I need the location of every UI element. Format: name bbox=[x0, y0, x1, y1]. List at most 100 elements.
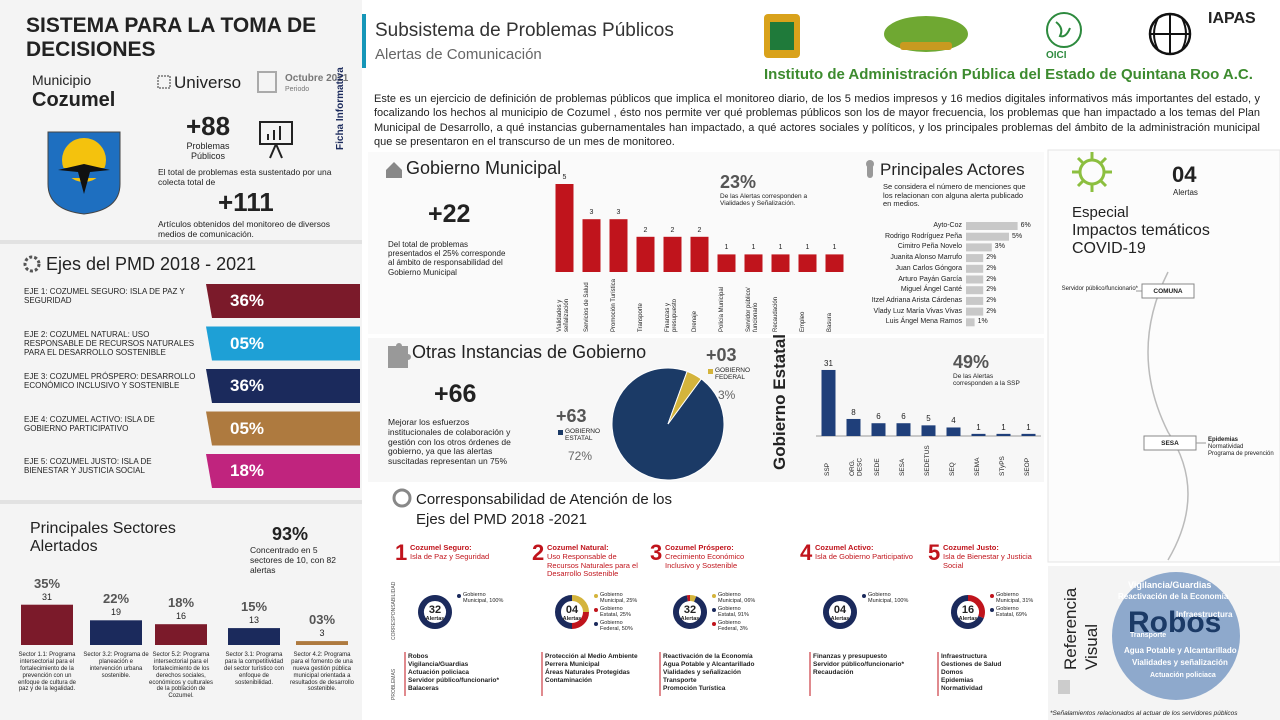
problem-item: Reactivación de la Economía bbox=[663, 653, 753, 660]
municipal-title: Gobierno Municipal bbox=[406, 158, 562, 178]
actores-note: Se considera el número de menciones que … bbox=[883, 182, 1026, 209]
separator bbox=[0, 240, 362, 244]
share-label: Gobierno Municipal, 25% bbox=[600, 592, 638, 605]
logo bbox=[770, 22, 794, 50]
x-tick-label: SESA bbox=[898, 458, 906, 476]
pie-total: +03 bbox=[706, 345, 737, 365]
legend-dot bbox=[594, 608, 598, 612]
estatal-title: Gobierno Estatal bbox=[770, 333, 789, 470]
diagram-item: Normatividad bbox=[1208, 444, 1244, 450]
eje-value: 05% bbox=[230, 418, 265, 438]
sector-count: 19 bbox=[110, 607, 121, 618]
word-cloud bbox=[1112, 572, 1240, 700]
bar-value: 4 bbox=[951, 416, 956, 426]
actor-name: Juan Carlos Góngora bbox=[895, 264, 962, 272]
x-tick-label: Servidor público/ funcionario bbox=[745, 287, 759, 332]
bar bbox=[921, 425, 936, 436]
donut-label: Alertas bbox=[562, 616, 582, 622]
cloud-word: Vialidades y señalización bbox=[1132, 658, 1228, 667]
eje-label: EJE 3: COZUMEL PRÓSPERO: DESARROLLO ECON… bbox=[24, 372, 196, 391]
logo bbox=[1046, 12, 1082, 48]
donut-count: 04 bbox=[565, 604, 579, 616]
eje-value: 05% bbox=[230, 333, 265, 353]
pie-pct: 72% bbox=[568, 449, 593, 463]
x-tick-label: ORG. DESC bbox=[848, 457, 863, 476]
eje-name: Cozumel Seguro: bbox=[410, 543, 472, 552]
problem-item: Epidemias bbox=[941, 677, 974, 684]
actor-name: Juanita Alonso Marrufo bbox=[890, 254, 962, 262]
sector-count: 13 bbox=[248, 615, 259, 626]
donut-label: Alertas bbox=[958, 616, 978, 622]
sector-pct: 22% bbox=[102, 591, 130, 607]
sector-pct: 15% bbox=[240, 599, 268, 615]
puzzle-icon bbox=[388, 343, 411, 368]
diagram-source: Servidor público/funcionario* bbox=[1061, 286, 1138, 292]
eje-icon bbox=[23, 255, 41, 273]
problem-item: Servidor público/funcionario* bbox=[813, 661, 905, 668]
actor-name: Vlady Luz María Vivas Vivas bbox=[873, 307, 962, 315]
share-label: Gobierno Municipal, 06% bbox=[718, 592, 756, 605]
bar bbox=[744, 254, 763, 272]
bar bbox=[821, 369, 836, 436]
universo: Universo bbox=[174, 73, 242, 92]
bar bbox=[663, 236, 682, 272]
sector-label: Sector 3.2: Programa de planeación e int… bbox=[83, 652, 149, 679]
problems-count: +88 bbox=[185, 111, 231, 141]
donut-segment bbox=[967, 595, 985, 619]
especial-title: Impactos temáticos COVID-19 bbox=[1072, 222, 1210, 258]
actor-value: 1% bbox=[977, 318, 988, 326]
pie-slice bbox=[667, 370, 702, 425]
ref-icon bbox=[1058, 680, 1070, 694]
x-tick-label: Transporte bbox=[637, 303, 644, 332]
donut-segment bbox=[418, 595, 452, 629]
legend-dot bbox=[712, 608, 716, 612]
bar-value: 5 bbox=[926, 414, 931, 424]
eje-label: EJE 4: COZUMEL ACTIVO: ISLA DE GOBIERNO … bbox=[24, 414, 155, 433]
cloud-word: Transporte bbox=[1130, 632, 1167, 639]
page-title: SISTEMA PARA LA TOMA DE DECISIONES bbox=[26, 14, 317, 62]
legend-dot bbox=[594, 622, 598, 626]
problems-note: El total de problemas esta sustentado po… bbox=[158, 167, 332, 187]
bar bbox=[871, 423, 886, 436]
eje-number: 1 bbox=[395, 540, 408, 565]
bar bbox=[971, 433, 986, 436]
eje-band bbox=[206, 454, 360, 488]
problem-item: Transporte bbox=[663, 677, 697, 684]
problem-item: Servidor público/funcionario* bbox=[408, 677, 500, 684]
bar bbox=[825, 254, 844, 272]
institute: Instituto de Administración Pública del … bbox=[764, 66, 1253, 83]
problem-item: Áreas Naturales Protegidas bbox=[545, 669, 630, 676]
actor-value: 5% bbox=[1012, 232, 1023, 240]
eje-number: 5 bbox=[928, 540, 941, 565]
share-label: Gobierno Municipal, 100% bbox=[463, 592, 504, 605]
donut-segment bbox=[571, 595, 589, 613]
actor-value: 2% bbox=[986, 286, 997, 294]
bar bbox=[717, 254, 736, 272]
especial-label: Especial bbox=[1072, 204, 1129, 221]
bar bbox=[555, 184, 574, 272]
actor-name: Ayto-Coz bbox=[933, 222, 962, 229]
eje-number: 3 bbox=[650, 540, 663, 565]
ficha-label: Ficha Informativa bbox=[335, 67, 346, 150]
otras-title: Otras Instancias de Gobierno bbox=[412, 342, 647, 362]
eje-name: Cozumel Natural: bbox=[547, 543, 609, 552]
presentation-icon bbox=[267, 126, 283, 159]
share-label: Gobierno Estatal, 91% bbox=[718, 606, 749, 619]
problem-item: Vialidades y señalización bbox=[663, 669, 741, 676]
bar bbox=[896, 423, 911, 436]
problem-item: Promoción Turística bbox=[663, 685, 726, 692]
municipal-note: Del total de problemas presentados el 25… bbox=[388, 240, 506, 277]
virus-icon bbox=[1072, 152, 1112, 192]
actor-icon bbox=[867, 164, 873, 178]
eje-subtitle: Isla de Paz y Seguridad bbox=[410, 552, 490, 561]
share-label: Gobierno Estatal, 25% bbox=[600, 606, 631, 619]
x-tick-label: Finanzas y presupuesto bbox=[664, 298, 678, 332]
donut-segment bbox=[689, 595, 697, 602]
actor-value: 2% bbox=[986, 307, 997, 315]
bar bbox=[996, 433, 1011, 436]
actor-value: 2% bbox=[986, 264, 997, 272]
covid-alerts: 04 bbox=[1172, 162, 1197, 187]
shield-bird bbox=[58, 164, 110, 194]
municipal-total: +22 bbox=[428, 200, 471, 228]
